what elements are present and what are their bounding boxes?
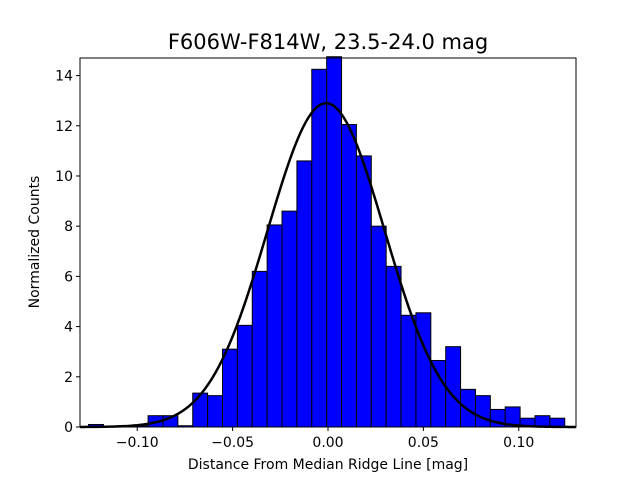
y-axis-ticks: 0 2 4 6 8 10 12 14 <box>55 69 80 436</box>
x-axis-label: Distance From Median Ridge Line [mag] <box>188 457 468 473</box>
y-tick-label: 2 <box>64 370 73 386</box>
histogram-bar <box>370 225 387 428</box>
histogram-bar <box>430 359 447 428</box>
histogram-bar <box>207 395 223 428</box>
histogram-bar <box>281 210 298 428</box>
histogram-bar <box>341 124 357 428</box>
histogram-bar <box>311 68 328 428</box>
chart-title: F606W-F814W, 23.5-24.0 mag <box>168 30 488 54</box>
histogram-bar <box>400 314 417 428</box>
x-tick-label: 0.05 <box>408 435 439 451</box>
histogram-bar <box>251 270 268 428</box>
x-tick-label: −0.10 <box>116 435 159 451</box>
histogram-bar <box>355 155 372 428</box>
y-tick-label: 14 <box>55 69 73 85</box>
x-tick-label: −0.05 <box>211 435 254 451</box>
histogram-bar <box>474 395 491 428</box>
histogram-bar <box>236 324 253 428</box>
y-tick-label: 0 <box>64 420 73 436</box>
histogram-bar <box>192 392 209 428</box>
y-axis-label: Normalized Counts <box>27 176 43 309</box>
x-tick-label: 0.10 <box>503 435 534 451</box>
x-axis-ticks: −0.10 −0.05 0.00 0.05 0.10 <box>116 427 534 451</box>
histogram-bar <box>445 346 462 428</box>
histogram-bar <box>222 348 238 428</box>
y-tick-label: 12 <box>55 119 73 135</box>
gaussian-fit-curve <box>80 101 576 429</box>
histogram-bar <box>460 388 476 428</box>
y-tick-label: 10 <box>55 169 73 185</box>
x-tick-label: 0.00 <box>312 435 343 451</box>
histogram-bar <box>266 224 283 428</box>
y-tick-label: 6 <box>64 269 73 285</box>
histogram-bar <box>385 265 402 428</box>
histogram-bar <box>296 160 313 428</box>
y-tick-label: 8 <box>64 219 73 235</box>
y-tick-label: 4 <box>64 320 73 336</box>
